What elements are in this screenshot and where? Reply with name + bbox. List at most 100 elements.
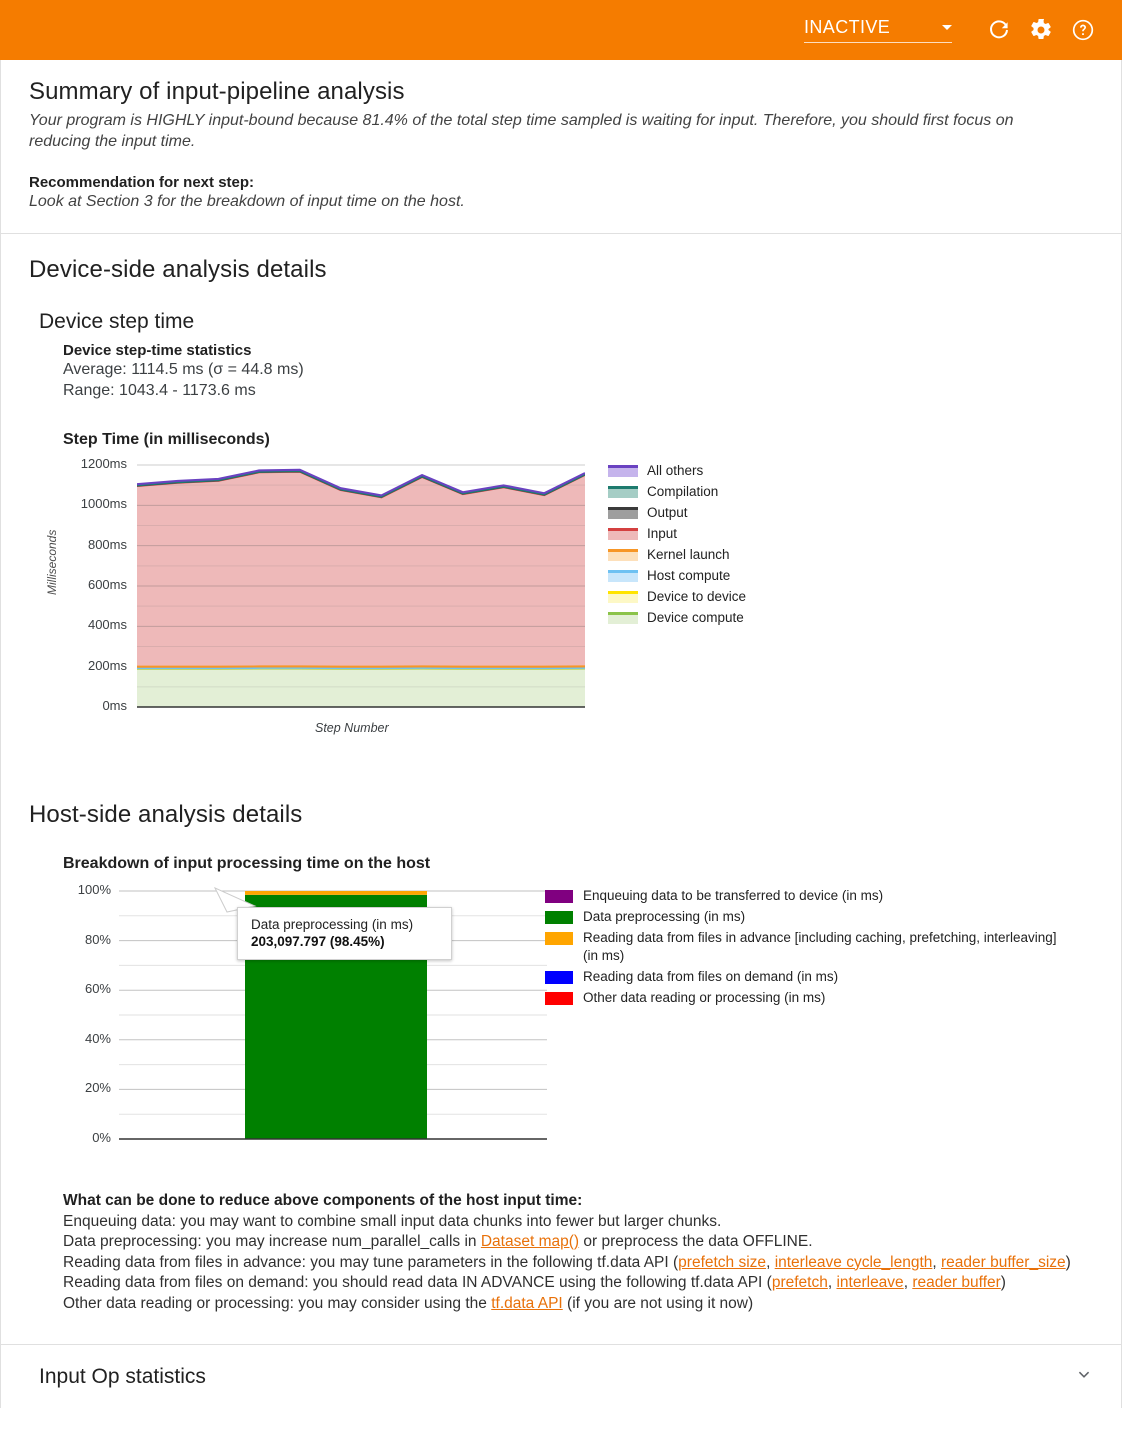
top-bar-controls: INACTIVE [804, 13, 1100, 47]
host-advice-link[interactable]: reader buffer [912, 1274, 1001, 1291]
legend-color-swatch [608, 611, 638, 624]
host-advice-text: Reading data from files in advance: you … [63, 1253, 679, 1271]
app-top-bar: INACTIVE [0, 0, 1122, 60]
host-advice-line: Enqueuing data: you may want to combine … [63, 1212, 1093, 1233]
input-op-statistics-title: Input Op statistics [39, 1364, 206, 1388]
legend-item-label: Other data reading or processing (in ms) [583, 990, 826, 1005]
step-time-legend-item[interactable]: Kernel launch [608, 544, 878, 565]
host-side-title: Host-side analysis details [29, 801, 303, 828]
legend-item-label: Reading data from files in advance [incl… [583, 930, 1057, 963]
legend-color-swatch [608, 485, 638, 498]
host-chart-y-tick: 80% [84, 931, 111, 947]
step-time-chart-title: Step Time (in milliseconds) [63, 431, 270, 448]
host-chart-tooltip: Data preprocessing (in ms) 203,097.797 (… [237, 907, 452, 960]
host-advice-link[interactable]: prefetch size [678, 1253, 767, 1271]
step-time-y-axis: 0ms 200ms 400ms 600ms 800ms 1000ms 1200ms [43, 455, 127, 725]
recommendation-body: Look at Section 3 for the breakdown of i… [29, 193, 465, 210]
step-time-y-tick: 400ms [87, 617, 127, 633]
step-time-chart: Milliseconds 0ms 200ms 400ms 600ms 800ms 1000… [43, 455, 883, 755]
legend-item-label: Output [647, 505, 688, 520]
step-time-legend-item[interactable]: Device to device [608, 586, 878, 607]
device-step-time-stats: Device step-time statistics Average: 111… [63, 342, 1093, 401]
legend-color-swatch [608, 548, 638, 561]
stats-average: Average: 1114.5 ms (σ = 44.8 ms) [63, 361, 304, 378]
host-breakdown-chart: 0% 20% 40% 60% 80% 100% Data preprocessing (i… [35, 881, 1095, 1181]
step-time-legend-item[interactable]: Output [608, 502, 878, 523]
step-time-y-tick: 800ms [87, 536, 127, 552]
legend-color-swatch [545, 932, 573, 945]
host-advice-text: , [932, 1253, 941, 1271]
step-time-legend-item[interactable]: Device compute [608, 607, 878, 628]
legend-item-label: Host compute [647, 568, 731, 583]
device-side-section: Device-side analysis details Device step… [1, 234, 1121, 755]
host-chart-y-tick: 100% [77, 882, 111, 897]
host-advice-block: What can be done to reduce above compone… [63, 1191, 1093, 1314]
host-advice-link[interactable]: Dataset map() [480, 1233, 580, 1250]
device-step-time-title: Device step time [39, 310, 195, 333]
host-chart-y-tick: 40% [84, 1030, 111, 1046]
section-divider [1, 233, 1121, 234]
refresh-icon[interactable] [982, 13, 1016, 47]
host-advice-text: ) [1000, 1274, 1006, 1291]
host-advice-text: , [903, 1274, 913, 1291]
help-icon[interactable] [1066, 13, 1100, 47]
summary-title: Summary of input-pipeline analysis [29, 78, 405, 105]
host-advice-heading: What can be done to reduce above compone… [63, 1192, 583, 1209]
legend-item-label: Input [647, 526, 678, 541]
legend-color-swatch [608, 527, 638, 540]
legend-color-swatch [608, 464, 638, 477]
recommendation-heading: Recommendation for next step: [29, 174, 255, 191]
chevron-down-icon[interactable] [1073, 1363, 1095, 1390]
host-side-section: Host-side analysis details Breakdown of … [1, 801, 1121, 1314]
legend-item-label: All others [647, 463, 704, 478]
host-advice-link[interactable]: prefetch [771, 1274, 828, 1291]
host-chart-y-tick: 0% [92, 1130, 111, 1145]
step-time-y-tick: 200ms [87, 657, 127, 673]
host-advice-line: Data preprocessing: you may increase num… [63, 1232, 1093, 1253]
gear-icon[interactable] [1024, 13, 1058, 47]
legend-item-label: Data preprocessing (in ms) [583, 909, 746, 924]
host-advice-text: ) [1065, 1253, 1071, 1271]
summary-section: Summary of input-pipeline analysis Your … [1, 60, 1121, 233]
step-time-y-tick: 0ms [102, 698, 127, 713]
host-advice-line: Reading data from files on demand: you s… [63, 1273, 1093, 1294]
host-chart-y-tick: 60% [84, 981, 111, 997]
step-time-legend-item[interactable]: Input [608, 523, 878, 544]
step-time-legend-item[interactable]: All others [608, 460, 878, 481]
tooltip-series-value: 203,097.797 (98.45%) [251, 934, 385, 949]
legend-color-swatch [608, 569, 638, 582]
legend-color-swatch [545, 890, 573, 903]
host-advice-lines: Enqueuing data: you may want to combine … [63, 1212, 1093, 1315]
step-time-plot-area [136, 455, 586, 725]
host-advice-link[interactable]: reader buffer_size [941, 1253, 1066, 1271]
host-legend-item[interactable]: Enqueuing data to be transferred to devi… [545, 887, 1090, 905]
host-legend-item[interactable]: Reading data from files on demand (in ms… [545, 968, 1090, 986]
tooltip-series-label: Data preprocessing (in ms) [251, 917, 414, 932]
step-time-y-tick: 1200ms [80, 456, 127, 471]
step-time-y-tick: 600ms [87, 577, 127, 592]
host-advice-link[interactable]: interleave [836, 1274, 904, 1291]
legend-color-swatch [545, 992, 573, 1005]
step-time-x-axis-label: Step Number [315, 721, 389, 735]
legend-color-swatch [608, 506, 638, 519]
host-legend-item[interactable]: Data preprocessing (in ms) [545, 908, 1090, 926]
legend-item-label: Kernel launch [647, 547, 730, 562]
host-advice-link[interactable]: interleave cycle_length [774, 1253, 933, 1271]
run-selector-value: INACTIVE [804, 17, 891, 37]
host-advice-text: Other data reading or processing: you ma… [63, 1294, 492, 1312]
step-time-legend-item[interactable]: Host compute [608, 565, 878, 586]
host-legend-item[interactable]: Reading data from files in advance [incl… [545, 929, 1090, 965]
host-advice-link[interactable]: tf.data API [491, 1294, 563, 1312]
host-advice-text: or preprocess the data OFFLINE. [579, 1233, 813, 1250]
host-advice-text: , [766, 1253, 775, 1271]
legend-item-label: Device to device [647, 589, 747, 604]
host-chart-y-tick: 20% [84, 1080, 111, 1096]
step-time-legend-item[interactable]: Compilation [608, 481, 878, 502]
input-op-statistics-section-header[interactable]: Input Op statistics [1, 1344, 1121, 1408]
host-advice-text: Enqueuing data: you may want to combine … [63, 1212, 722, 1230]
step-time-legend: All others Compilation Output Input Kernel l… [608, 460, 878, 628]
analysis-card: Summary of input-pipeline analysis Your … [0, 60, 1122, 1408]
summary-body: Your program is HIGHLY input-bound becau… [29, 112, 1014, 150]
run-selector[interactable]: INACTIVE [804, 17, 952, 43]
host-legend-item[interactable]: Other data reading or processing (in ms) [545, 989, 1090, 1007]
